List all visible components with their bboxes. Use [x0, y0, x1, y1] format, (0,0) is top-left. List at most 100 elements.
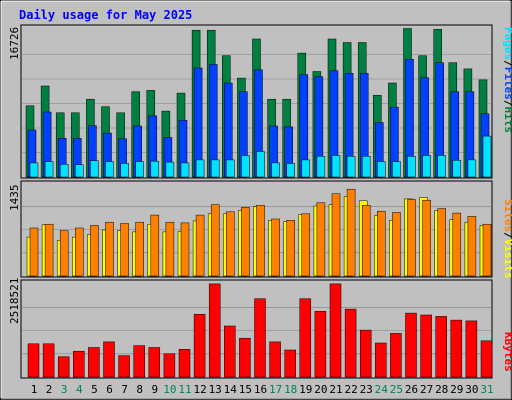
x-tick-label-day-20: 20: [314, 383, 327, 396]
bar-pages-day-18: [286, 163, 295, 178]
x-tick-label-day-5: 5: [91, 383, 98, 396]
bar-sites-day-31: [482, 223, 492, 277]
bar-pages-day-6: [105, 161, 114, 178]
y-max-label-hits: 16726: [8, 27, 21, 60]
legend-separator: /: [502, 232, 512, 239]
bar-sites-day-3: [59, 230, 69, 277]
x-tick-label-day-23: 23: [360, 383, 373, 396]
bar-sites-day-29: [452, 212, 462, 277]
bar-sites-day-10: [165, 221, 175, 277]
x-tick-label-day-18: 18: [284, 383, 297, 396]
bar-pages-day-8: [135, 161, 144, 178]
x-tick-label-day-30: 30: [465, 383, 478, 396]
legend-separator: /: [502, 60, 512, 67]
bar-pages-day-31: [482, 135, 492, 178]
bar-pages-day-10: [165, 161, 175, 178]
bar-kbytes-day-28: [435, 316, 447, 378]
bar-pages-day-22: [346, 156, 356, 178]
bar-pages-day-19: [301, 159, 311, 178]
bar-sites-day-24: [377, 210, 386, 277]
bar-kbytes-day-22: [344, 308, 357, 378]
bar-pages-day-7: [120, 163, 129, 178]
legend-files: Files: [502, 67, 512, 100]
bar-pages-day-13: [210, 159, 220, 178]
bar-sites-day-8: [135, 221, 144, 277]
bar-kbytes-day-5: [88, 347, 100, 378]
legend-separator: /: [502, 100, 512, 107]
bar-pages-day-11: [180, 162, 190, 178]
legend-hits: Hits: [502, 107, 512, 134]
x-tick-label-day-16: 16: [254, 383, 267, 396]
bar-pages-day-24: [377, 161, 386, 178]
bar-pages-day-17: [271, 162, 280, 178]
bar-sites-day-9: [150, 214, 160, 277]
x-tick-label-day-17: 17: [269, 383, 282, 396]
bar-pages-day-25: [392, 161, 401, 178]
x-tick-label-day-27: 27: [420, 383, 433, 396]
x-tick-label-day-7: 7: [121, 383, 128, 396]
bar-pages-day-12: [195, 159, 205, 178]
bar-kbytes-day-19: [299, 298, 312, 378]
bar-sites-day-11: [180, 222, 190, 277]
bar-kbytes-day-15: [239, 337, 251, 378]
bar-sites-day-23: [361, 205, 371, 277]
bar-kbytes-day-1: [27, 343, 40, 378]
bar-sites-day-28: [437, 208, 446, 277]
bar-kbytes-day-31: [480, 340, 493, 378]
x-tick-label-day-8: 8: [136, 383, 143, 396]
bar-pages-day-1: [29, 162, 39, 178]
bar-kbytes-day-12: [193, 313, 206, 378]
bars: [25, 28, 493, 378]
y-max-label-kbytes: 2518521: [8, 278, 21, 324]
bar-kbytes-day-11: [178, 349, 191, 378]
bar-pages-day-5: [90, 160, 99, 178]
bar-kbytes-day-6: [103, 341, 115, 378]
bar-pages-day-9: [150, 160, 160, 178]
bar-sites-day-25: [392, 212, 401, 277]
bar-kbytes-day-13: [208, 283, 221, 378]
bar-kbytes-day-4: [73, 350, 85, 378]
legend-sites-visits: Sites/Visits: [502, 199, 512, 279]
bar-sites-day-5: [90, 225, 99, 277]
x-tick-label-day-4: 4: [76, 383, 83, 396]
bar-kbytes-day-29: [450, 319, 463, 378]
bar-pages-day-4: [75, 164, 84, 178]
bar-pages-day-15: [241, 155, 250, 178]
x-tick-label-day-2: 2: [46, 383, 53, 396]
bar-sites-day-20: [316, 202, 326, 277]
legend-pages-files-hits: Pages/Files/Hits: [502, 27, 512, 133]
bar-kbytes-day-2: [42, 343, 55, 378]
bar-kbytes-day-3: [57, 356, 70, 378]
x-tick-label-day-13: 13: [209, 383, 222, 396]
bar-kbytes-day-30: [465, 320, 478, 378]
bar-kbytes-day-14: [224, 325, 236, 378]
legend-kbytes: KBytes: [502, 332, 512, 372]
x-tick-label-day-28: 28: [435, 383, 448, 396]
bar-sites-day-4: [75, 227, 84, 277]
bar-pages-day-26: [407, 156, 416, 178]
x-tick-label-day-6: 6: [106, 383, 113, 396]
chart-title: Daily usage for May 2025: [19, 8, 192, 22]
bar-sites-day-26: [407, 199, 416, 277]
bar-sites-day-30: [467, 216, 477, 277]
x-tick-label-day-1: 1: [31, 383, 38, 396]
bar-sites-day-15: [241, 207, 250, 277]
x-tick-label-day-15: 15: [239, 383, 252, 396]
x-tick-label-day-10: 10: [163, 383, 176, 396]
bar-kbytes-day-26: [405, 312, 417, 378]
bar-pages-day-30: [467, 159, 477, 178]
bar-pages-day-14: [226, 159, 235, 178]
x-tick-label-day-21: 21: [329, 383, 342, 396]
bar-sites-day-18: [286, 220, 295, 277]
bar-sites-day-12: [195, 214, 205, 277]
bar-kbytes-day-23: [359, 329, 372, 378]
bar-sites-day-13: [210, 204, 220, 277]
bar-kbytes-day-17: [269, 341, 281, 378]
x-tick-label-day-22: 22: [344, 383, 357, 396]
bar-kbytes-day-18: [284, 349, 296, 378]
bar-pages-day-27: [422, 155, 431, 178]
bar-pages-day-29: [452, 160, 462, 178]
x-tick-label-day-26: 26: [405, 383, 418, 396]
legend-kbytes: KBytes: [502, 332, 512, 372]
